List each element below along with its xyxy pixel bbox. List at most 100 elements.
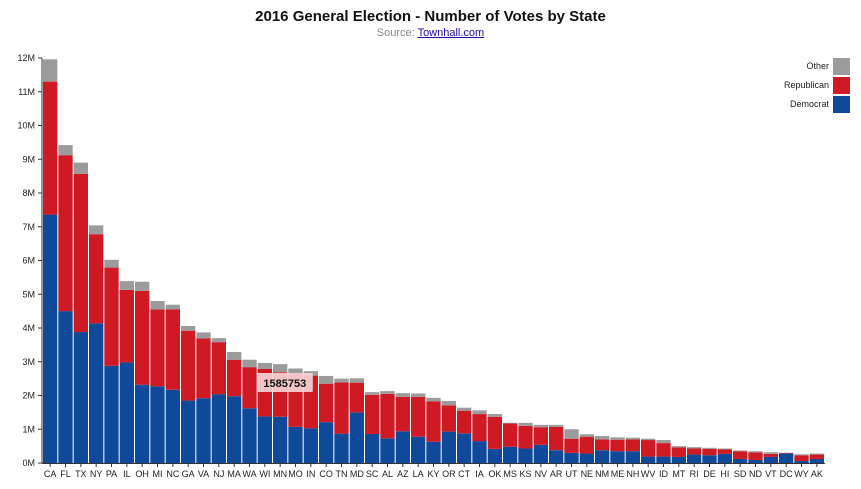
bar-stack-nh[interactable] xyxy=(625,437,640,463)
bar-other-ga[interactable] xyxy=(181,325,196,331)
bar-republican-nv[interactable] xyxy=(533,427,548,445)
bar-stack-wy[interactable] xyxy=(794,454,809,463)
bar-democrat-tn[interactable] xyxy=(334,433,349,463)
bar-democrat-la[interactable] xyxy=(411,436,426,463)
bar-democrat-ma[interactable] xyxy=(227,396,242,463)
bar-stack-vt[interactable] xyxy=(763,452,778,463)
bar-other-ks[interactable] xyxy=(518,422,533,426)
bar-republican-ca[interactable] xyxy=(43,81,58,215)
bar-republican-nj[interactable] xyxy=(211,342,226,395)
bar-democrat-ny[interactable] xyxy=(89,323,104,463)
bar-republican-hi[interactable] xyxy=(717,449,732,454)
bar-democrat-mi[interactable] xyxy=(150,386,165,463)
bar-stack-oh[interactable] xyxy=(135,281,150,463)
bar-other-wy[interactable] xyxy=(794,454,809,456)
bar-democrat-ne[interactable] xyxy=(579,453,594,463)
bar-republican-tn[interactable] xyxy=(334,382,349,434)
bar-other-id[interactable] xyxy=(656,440,671,444)
bar-stack-md[interactable] xyxy=(349,378,364,463)
bar-democrat-wi[interactable] xyxy=(257,416,272,463)
bar-stack-co[interactable] xyxy=(319,375,334,463)
bar-stack-ut[interactable] xyxy=(564,429,579,463)
bar-democrat-al[interactable] xyxy=(380,438,395,463)
bar-other-oh[interactable] xyxy=(135,281,150,291)
bar-democrat-md[interactable] xyxy=(349,412,364,463)
bar-stack-pa[interactable] xyxy=(104,259,119,463)
bar-other-nv[interactable] xyxy=(533,424,548,428)
bar-democrat-wy[interactable] xyxy=(794,460,809,463)
bar-other-vt[interactable] xyxy=(763,452,778,454)
bar-other-ms[interactable] xyxy=(503,422,518,424)
bar-republican-ia[interactable] xyxy=(472,414,487,442)
bar-republican-ar[interactable] xyxy=(549,426,564,451)
bar-democrat-pa[interactable] xyxy=(104,365,119,463)
bar-other-ri[interactable] xyxy=(687,447,702,449)
bar-other-mt[interactable] xyxy=(671,446,686,448)
bar-other-sd[interactable] xyxy=(733,450,748,452)
bar-other-sc[interactable] xyxy=(365,392,380,395)
bar-stack-ak[interactable] xyxy=(809,453,824,463)
bar-other-md[interactable] xyxy=(349,378,364,383)
bar-republican-sd[interactable] xyxy=(733,451,748,459)
bar-stack-ga[interactable] xyxy=(181,325,196,463)
bar-republican-nh[interactable] xyxy=(625,439,640,452)
bar-democrat-vt[interactable] xyxy=(763,456,778,463)
bar-republican-ny[interactable] xyxy=(89,234,104,324)
bar-democrat-sd[interactable] xyxy=(733,458,748,463)
bar-democrat-id[interactable] xyxy=(656,456,671,463)
bar-republican-pa[interactable] xyxy=(104,267,119,366)
bar-other-nh[interactable] xyxy=(625,437,640,440)
bar-democrat-ca[interactable] xyxy=(43,214,58,463)
bar-stack-mt[interactable] xyxy=(671,446,686,463)
bar-stack-ks[interactable] xyxy=(518,422,533,463)
bar-democrat-ri[interactable] xyxy=(687,454,702,463)
bar-democrat-nd[interactable] xyxy=(748,459,763,463)
bar-democrat-ga[interactable] xyxy=(181,400,196,463)
source-link[interactable]: Townhall.com xyxy=(417,27,485,39)
bar-other-pa[interactable] xyxy=(104,259,119,268)
bar-democrat-ut[interactable] xyxy=(564,452,579,463)
bar-stack-ca[interactable] xyxy=(43,59,58,463)
bar-democrat-me[interactable] xyxy=(610,451,625,463)
bar-republican-ks[interactable] xyxy=(518,425,533,449)
bar-other-ia[interactable] xyxy=(472,410,487,415)
bar-democrat-il[interactable] xyxy=(119,362,134,463)
bar-republican-ga[interactable] xyxy=(181,330,196,401)
bar-democrat-va[interactable] xyxy=(196,398,211,463)
bar-other-ut[interactable] xyxy=(564,429,579,439)
bar-stack-ar[interactable] xyxy=(549,424,564,463)
bar-democrat-tx[interactable] xyxy=(73,332,88,463)
bar-stack-dc[interactable] xyxy=(779,452,794,463)
bar-republican-ok[interactable] xyxy=(487,416,502,449)
bar-democrat-wv[interactable] xyxy=(641,456,656,463)
bar-democrat-nc[interactable] xyxy=(165,389,180,463)
bar-republican-dc[interactable] xyxy=(779,453,794,454)
bar-stack-sd[interactable] xyxy=(733,450,748,463)
bar-republican-ma[interactable] xyxy=(227,359,242,397)
bar-other-az[interactable] xyxy=(395,393,410,397)
bar-stack-la[interactable] xyxy=(411,393,426,463)
bar-republican-me[interactable] xyxy=(610,439,625,452)
bar-democrat-mn[interactable] xyxy=(273,416,288,463)
bar-stack-id[interactable] xyxy=(656,440,671,463)
bar-stack-al[interactable] xyxy=(380,391,395,463)
bar-stack-sc[interactable] xyxy=(365,392,380,463)
bar-stack-tn[interactable] xyxy=(334,378,349,463)
bar-republican-wy[interactable] xyxy=(794,455,809,461)
bar-other-co[interactable] xyxy=(319,375,334,384)
bar-democrat-ok[interactable] xyxy=(487,448,502,463)
bar-other-ny[interactable] xyxy=(89,225,104,235)
bar-stack-wv[interactable] xyxy=(641,438,656,463)
bar-democrat-or[interactable] xyxy=(441,431,456,463)
bar-republican-il[interactable] xyxy=(119,289,134,363)
bar-stack-me[interactable] xyxy=(610,437,625,463)
bar-stack-ok[interactable] xyxy=(487,414,502,463)
bar-democrat-ia[interactable] xyxy=(472,441,487,463)
bar-republican-de[interactable] xyxy=(702,448,717,456)
bar-democrat-mo[interactable] xyxy=(288,426,303,463)
bar-other-de[interactable] xyxy=(702,447,717,449)
bar-republican-nm[interactable] xyxy=(595,439,610,451)
bar-republican-ct[interactable] xyxy=(457,410,472,434)
bar-republican-co[interactable] xyxy=(319,383,334,423)
bar-republican-ne[interactable] xyxy=(579,436,594,454)
